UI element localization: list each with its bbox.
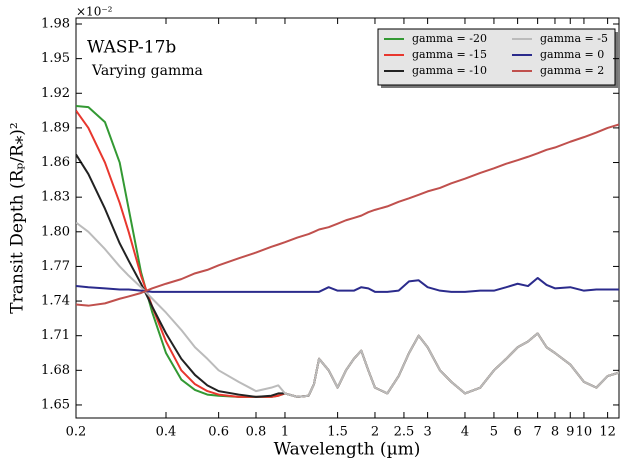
legend-label: gamma = -10: [412, 64, 487, 77]
x-tick-label: 1.5: [327, 425, 348, 440]
y-tick-label: 1.74: [41, 294, 70, 309]
y-tick-label: 1.65: [41, 397, 70, 412]
x-tick-label: 0.4: [156, 425, 177, 440]
legend-box: [377, 28, 616, 86]
x-tick-label: 0.2: [66, 425, 87, 440]
series-line: [76, 276, 619, 293]
lines: [76, 104, 619, 398]
x-tick-label: 2.5: [394, 425, 415, 440]
y-offset-label: ×10⁻²: [76, 5, 113, 19]
x-tick-label: 6: [513, 425, 521, 440]
series-line: [76, 123, 619, 307]
legend-label: gamma = 0: [540, 48, 604, 61]
y-tick-label: 1.86: [41, 155, 70, 170]
y-tick-label: 1.68: [41, 363, 70, 378]
y-tick-label: 1.80: [41, 224, 70, 239]
x-tick-label: 3: [423, 425, 431, 440]
y-axis-label: Transit Depth (Rₚ/R⁎)²: [8, 122, 28, 313]
series-line: [76, 221, 619, 398]
x-tick-label: 7: [533, 425, 541, 440]
chart-subtitle: Varying gamma: [91, 63, 203, 79]
x-tick-label: 5: [490, 425, 498, 440]
y-tick-label: 1.83: [41, 190, 70, 205]
x-tick-label: 1: [281, 425, 289, 440]
y-tick-label: 1.92: [41, 86, 70, 101]
y-tick-label: 1.98: [41, 17, 70, 32]
y-tick-label: 1.95: [41, 51, 70, 66]
legend-label: gamma = -15: [412, 48, 487, 61]
y-tick-label: 1.71: [41, 328, 70, 343]
y-tick-label: 1.77: [41, 259, 70, 274]
legend-label: gamma = -20: [412, 32, 487, 45]
x-tick-label: 2: [371, 425, 379, 440]
legend-label: gamma = 2: [540, 64, 604, 77]
x-tick-label: 4: [461, 425, 469, 440]
legend: gamma = -20 gamma = -15 gamma = -10 gamma =…: [377, 28, 618, 88]
x-tick-label: 0.6: [208, 425, 229, 440]
x-axis-label: Wavelength (µm): [274, 440, 421, 460]
x-tick-label: 8: [551, 425, 559, 440]
legend-label: gamma = -5: [540, 32, 608, 45]
x-tick-label: 9: [566, 425, 574, 440]
x-tick-label: 10: [576, 425, 593, 440]
x-tick-label: 0.8: [246, 425, 267, 440]
x-tick-label: 12: [599, 425, 616, 440]
y-tick-label: 1.89: [41, 120, 70, 135]
chart-title: WASP-17b: [87, 38, 176, 58]
